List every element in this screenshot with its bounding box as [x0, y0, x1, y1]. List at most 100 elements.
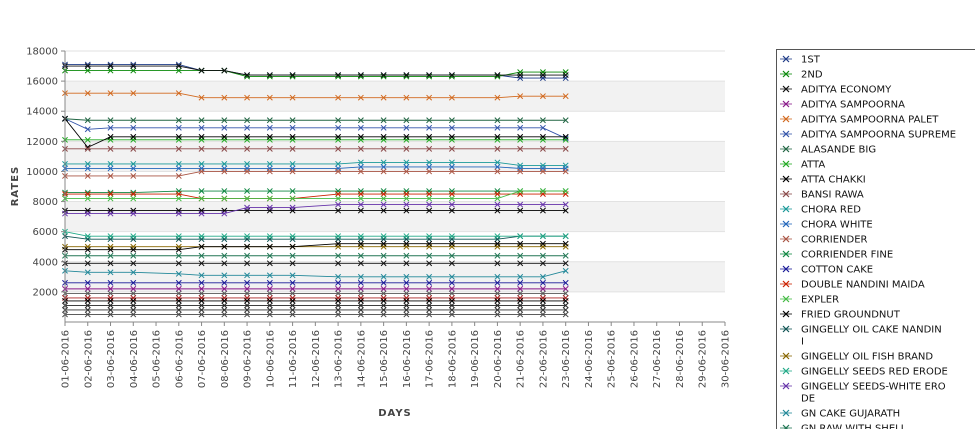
data-point — [357, 252, 364, 259]
grid-band — [65, 201, 725, 232]
data-point — [539, 290, 546, 297]
data-point — [107, 90, 114, 97]
data-point — [244, 195, 251, 202]
data-point — [244, 252, 251, 259]
data-point — [517, 201, 524, 208]
data-point — [403, 191, 410, 197]
data-point — [335, 124, 342, 131]
data-point — [335, 117, 342, 124]
data-point — [517, 124, 524, 131]
x-tick-label: 21-06-2016 — [516, 330, 527, 388]
data-point — [426, 252, 433, 259]
data-point — [517, 188, 524, 194]
data-point — [175, 90, 182, 97]
data-point — [84, 252, 91, 259]
data-point — [380, 260, 387, 267]
data-point — [130, 279, 137, 286]
data-point — [403, 297, 410, 304]
data-point — [357, 163, 364, 170]
data-point — [335, 207, 342, 214]
legend-label: GN RAW WITH SHELL — [801, 424, 907, 429]
data-point — [289, 243, 296, 250]
data-point — [562, 133, 569, 140]
x-tick-label: 14-06-2016 — [356, 330, 367, 388]
data-point — [198, 243, 205, 250]
data-point — [84, 63, 91, 70]
data-point — [175, 133, 182, 140]
x-tick-label: 02-06-2016 — [83, 330, 94, 388]
x-tick-label: 29-06-2016 — [698, 330, 709, 388]
x-tick-label: 05-06-2016 — [152, 330, 163, 388]
data-point — [175, 145, 182, 152]
y-tick-label: 16000 — [26, 77, 58, 88]
data-point — [494, 311, 501, 318]
legend-item: ADITYA SAMPOORNA SUPREME — [780, 130, 956, 141]
series-layer — [62, 61, 569, 318]
data-point — [517, 297, 524, 304]
x-tick-label: 25-06-2016 — [607, 330, 618, 388]
y-tick-label: 10000 — [26, 167, 58, 178]
data-point — [562, 297, 569, 304]
data-point — [403, 195, 410, 202]
legend-item: FRIED GROUNDNUT — [780, 310, 901, 321]
legend-label: DE — [801, 394, 815, 405]
data-point — [380, 201, 387, 208]
data-point — [289, 279, 296, 286]
data-point — [221, 210, 228, 217]
data-point — [403, 207, 410, 214]
data-point — [494, 168, 501, 175]
data-point — [84, 246, 91, 253]
data-point — [130, 165, 137, 172]
legend-label: GINGELLY OIL CAKE NANDIN — [801, 325, 942, 336]
data-point — [562, 267, 569, 274]
data-point — [562, 72, 569, 79]
data-point — [130, 290, 137, 297]
data-point — [539, 302, 546, 309]
data-point — [448, 273, 455, 280]
data-point — [175, 233, 182, 240]
data-point — [539, 260, 546, 267]
series-line — [65, 243, 566, 251]
data-point — [562, 290, 569, 297]
data-point — [244, 302, 251, 309]
data-point — [289, 195, 296, 202]
data-point — [562, 233, 569, 240]
x-axis-title: DAYS — [378, 408, 412, 419]
data-point — [266, 302, 273, 309]
legend-item: 1ST — [780, 55, 821, 66]
data-point — [426, 273, 433, 280]
legend-item: CHORA RED — [780, 205, 861, 216]
data-point — [335, 133, 342, 140]
series-line — [64, 235, 566, 240]
data-point — [266, 290, 273, 297]
series-line — [65, 190, 566, 199]
data-point — [403, 290, 410, 297]
data-point — [84, 145, 91, 152]
data-point — [539, 124, 546, 131]
data-point — [426, 285, 433, 292]
x-tick-label: 19-06-2016 — [470, 330, 481, 388]
x-tick-label: 27-06-2016 — [652, 330, 663, 388]
data-point — [84, 260, 91, 267]
data-point — [266, 307, 273, 313]
data-point — [244, 307, 251, 313]
legend-item: ATTA CHAKKI — [780, 175, 866, 186]
data-point — [221, 195, 228, 202]
data-point — [403, 168, 410, 175]
data-point — [266, 168, 273, 175]
data-point — [130, 210, 137, 217]
data-point — [107, 285, 114, 292]
data-point — [403, 273, 410, 280]
data-point — [494, 260, 501, 267]
data-point — [448, 168, 455, 175]
data-point — [539, 311, 546, 318]
data-point — [380, 124, 387, 131]
data-point — [266, 195, 273, 202]
data-point — [244, 94, 251, 101]
data-point — [494, 72, 501, 79]
data-point — [289, 168, 296, 175]
legend-label: ADITYA SAMPOORNA — [801, 100, 905, 111]
data-point — [130, 311, 137, 318]
grid-band — [65, 81, 725, 112]
data-point — [84, 307, 91, 313]
